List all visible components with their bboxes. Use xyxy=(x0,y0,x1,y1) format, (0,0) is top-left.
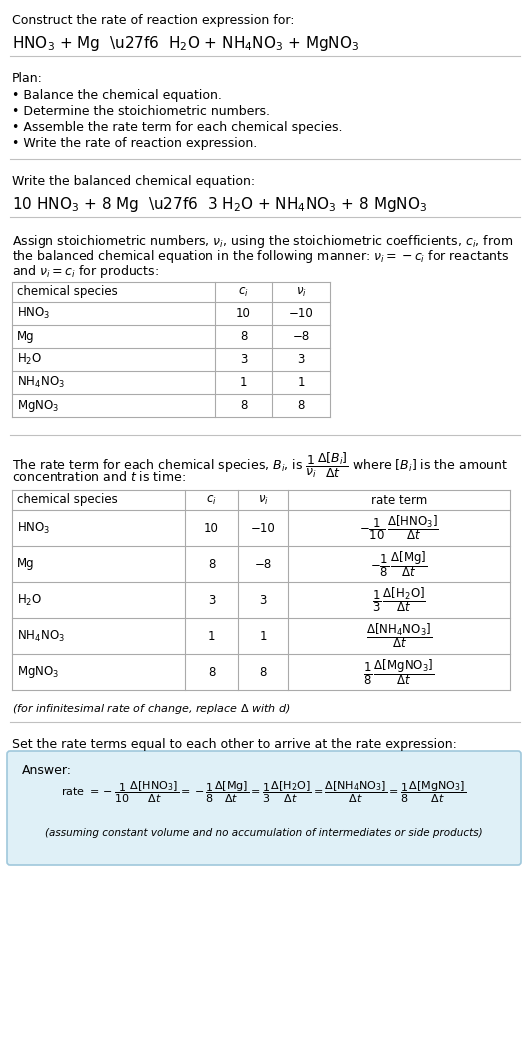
Text: 8: 8 xyxy=(259,665,267,679)
Text: 3: 3 xyxy=(240,353,247,366)
Text: • Assemble the rate term for each chemical species.: • Assemble the rate term for each chemic… xyxy=(12,121,342,134)
Text: 8: 8 xyxy=(208,557,215,570)
Text: $\mathrm{HNO_3}$: $\mathrm{HNO_3}$ xyxy=(17,521,50,536)
Text: Mg: Mg xyxy=(17,330,34,343)
Text: −8: −8 xyxy=(293,330,310,343)
Text: 3: 3 xyxy=(208,593,215,607)
Text: $\dfrac{1}{3}\,\dfrac{\Delta[\mathrm{H_2O}]}{\Delta t}$: $\dfrac{1}{3}\,\dfrac{\Delta[\mathrm{H_2… xyxy=(372,586,426,615)
Text: $\mathrm{HNO_3}$: $\mathrm{HNO_3}$ xyxy=(17,306,50,322)
Text: 8: 8 xyxy=(240,330,247,343)
Text: • Write the rate of reaction expression.: • Write the rate of reaction expression. xyxy=(12,137,257,150)
Text: 10 $\mathregular{HNO_3}$ + 8 Mg  \u27f6  3 $\mathregular{H_2O}$ + $\mathregular{: 10 $\mathregular{HNO_3}$ + 8 Mg \u27f6 3… xyxy=(12,195,427,214)
Text: Write the balanced chemical equation:: Write the balanced chemical equation: xyxy=(12,175,255,188)
Text: • Balance the chemical equation.: • Balance the chemical equation. xyxy=(12,89,222,102)
Text: $-\dfrac{1}{10}\,\dfrac{\Delta[\mathrm{HNO_3}]}{\Delta t}$: $-\dfrac{1}{10}\,\dfrac{\Delta[\mathrm{H… xyxy=(359,514,439,543)
Text: $\nu_i$: $\nu_i$ xyxy=(296,285,306,299)
Text: Construct the rate of reaction expression for:: Construct the rate of reaction expressio… xyxy=(12,14,295,27)
Text: Answer:: Answer: xyxy=(22,764,72,777)
Text: $-\dfrac{1}{8}\,\dfrac{\Delta[\mathrm{Mg}]}{\Delta t}$: $-\dfrac{1}{8}\,\dfrac{\Delta[\mathrm{Mg… xyxy=(370,549,428,578)
Text: Plan:: Plan: xyxy=(12,72,43,85)
Text: 3: 3 xyxy=(259,593,267,607)
Text: $\mathrm{H_2O}$: $\mathrm{H_2O}$ xyxy=(17,592,42,608)
Text: $\dfrac{1}{8}\,\dfrac{\Delta[\mathrm{MgNO_3}]}{\Delta t}$: $\dfrac{1}{8}\,\dfrac{\Delta[\mathrm{MgN… xyxy=(363,657,435,687)
Text: 1: 1 xyxy=(240,376,248,389)
Text: 8: 8 xyxy=(297,399,305,412)
Text: 1: 1 xyxy=(208,630,215,642)
Text: Set the rate terms equal to each other to arrive at the rate expression:: Set the rate terms equal to each other t… xyxy=(12,738,457,751)
Text: and $\nu_i = c_i$ for products:: and $\nu_i = c_i$ for products: xyxy=(12,263,159,280)
Text: • Determine the stoichiometric numbers.: • Determine the stoichiometric numbers. xyxy=(12,105,270,118)
FancyBboxPatch shape xyxy=(7,751,521,865)
Text: −10: −10 xyxy=(251,522,276,535)
Text: $\mathrm{NH_4NO_3}$: $\mathrm{NH_4NO_3}$ xyxy=(17,375,65,390)
Text: $c_i$: $c_i$ xyxy=(206,494,217,506)
Text: 10: 10 xyxy=(236,307,251,321)
Text: $\mathrm{MgNO_3}$: $\mathrm{MgNO_3}$ xyxy=(17,664,59,680)
Text: concentration and $t$ is time:: concentration and $t$ is time: xyxy=(12,470,186,484)
Text: $\mathrm{NH_4NO_3}$: $\mathrm{NH_4NO_3}$ xyxy=(17,628,65,643)
Text: (for infinitesimal rate of change, replace $\Delta$ with $d$): (for infinitesimal rate of change, repla… xyxy=(12,702,290,716)
Text: Assign stoichiometric numbers, $\nu_i$, using the stoichiometric coefficients, $: Assign stoichiometric numbers, $\nu_i$, … xyxy=(12,233,513,250)
Text: rate term: rate term xyxy=(371,494,427,506)
Text: $\nu_i$: $\nu_i$ xyxy=(258,494,268,506)
Text: $c_i$: $c_i$ xyxy=(238,285,249,299)
Text: $\mathregular{HNO_3}$ + Mg  \u27f6  $\mathregular{H_2O}$ + $\mathregular{NH_4NO_: $\mathregular{HNO_3}$ + Mg \u27f6 $\math… xyxy=(12,34,359,53)
Text: $\mathrm{MgNO_3}$: $\mathrm{MgNO_3}$ xyxy=(17,398,59,413)
Text: 1: 1 xyxy=(259,630,267,642)
Text: 10: 10 xyxy=(204,522,219,535)
Text: −10: −10 xyxy=(289,307,313,321)
Text: $\dfrac{\Delta[\mathrm{NH_4NO_3}]}{\Delta t}$: $\dfrac{\Delta[\mathrm{NH_4NO_3}]}{\Delt… xyxy=(366,621,432,650)
Text: $\mathrm{H_2O}$: $\mathrm{H_2O}$ xyxy=(17,352,42,367)
Text: −8: −8 xyxy=(254,557,271,570)
Text: chemical species: chemical species xyxy=(17,285,118,299)
Text: 8: 8 xyxy=(240,399,247,412)
Text: (assuming constant volume and no accumulation of intermediates or side products): (assuming constant volume and no accumul… xyxy=(45,828,483,838)
Text: the balanced chemical equation in the following manner: $\nu_i = -c_i$ for react: the balanced chemical equation in the fo… xyxy=(12,248,509,265)
Text: 8: 8 xyxy=(208,665,215,679)
Text: The rate term for each chemical species, $B_i$, is $\dfrac{1}{\nu_i}\dfrac{\Delt: The rate term for each chemical species,… xyxy=(12,451,508,480)
Text: Mg: Mg xyxy=(17,557,34,570)
Text: 1: 1 xyxy=(297,376,305,389)
Text: 3: 3 xyxy=(297,353,305,366)
Text: chemical species: chemical species xyxy=(17,494,118,506)
Text: rate $= -\dfrac{1}{10}\dfrac{\Delta[\mathrm{HNO_3}]}{\Delta t} = -\dfrac{1}{8}\d: rate $= -\dfrac{1}{10}\dfrac{\Delta[\mat… xyxy=(61,779,466,805)
